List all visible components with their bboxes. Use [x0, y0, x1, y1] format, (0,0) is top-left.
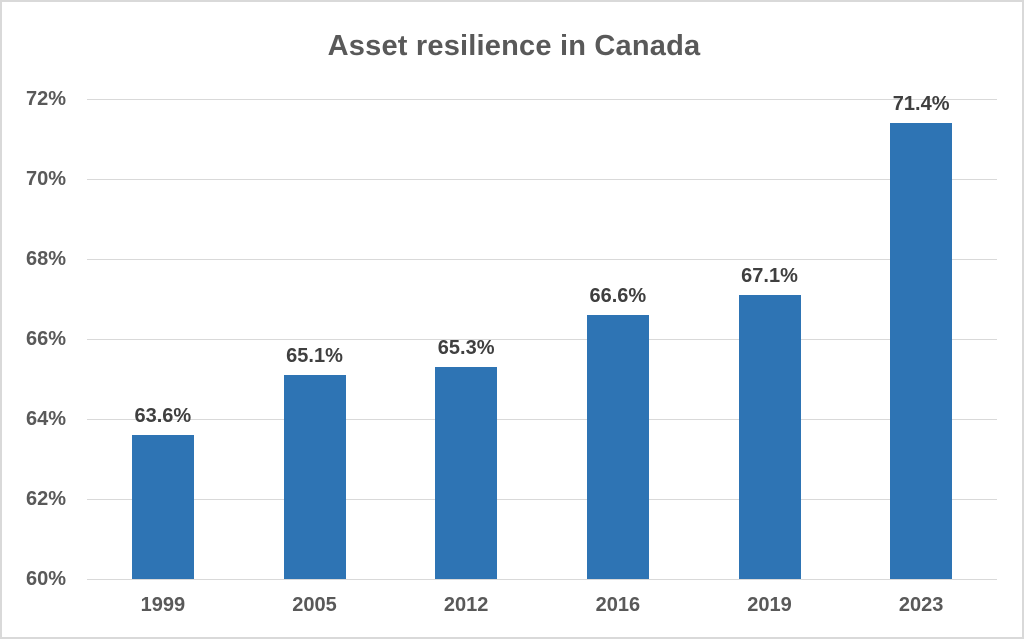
y-axis-tick-label: 70% — [25, 168, 66, 190]
gridline — [87, 419, 997, 420]
bar — [738, 295, 801, 579]
y-axis-tick-label: 60% — [25, 568, 66, 590]
x-axis-tick-label: 2023 — [898, 594, 944, 616]
bar-value-label: 63.6% — [134, 405, 192, 427]
bar-value-label: 71.4% — [892, 93, 950, 115]
bar — [283, 375, 346, 579]
bar — [435, 367, 498, 579]
y-axis-tick-label: 64% — [25, 408, 66, 430]
gridline — [87, 179, 997, 180]
bar-value-label: 65.3% — [437, 337, 495, 359]
gridline — [87, 259, 997, 260]
y-axis-tick-label: 72% — [25, 88, 66, 110]
chart-title: Asset resilience in Canada — [327, 30, 701, 62]
y-axis-tick-label: 66% — [25, 328, 66, 350]
bar — [131, 435, 194, 579]
bar-value-label: 66.6% — [589, 285, 647, 307]
bar-value-label: 67.1% — [741, 265, 798, 287]
x-axis-tick-label: 2019 — [747, 594, 792, 616]
gridline — [87, 99, 997, 100]
x-axis-tick-label: 2005 — [292, 594, 337, 616]
y-axis-tick-label: 62% — [25, 488, 66, 510]
gridline — [87, 499, 997, 500]
x-axis-tick-label: 2012 — [443, 594, 489, 616]
x-axis-tick-label: 2016 — [595, 594, 641, 616]
bar — [890, 123, 953, 579]
bar — [586, 315, 649, 579]
gridline — [87, 579, 997, 580]
x-axis-tick-label: 1999 — [140, 594, 186, 616]
gridline — [87, 339, 997, 340]
y-axis-tick-label: 68% — [25, 248, 66, 270]
bar-value-label: 65.1% — [286, 345, 343, 367]
